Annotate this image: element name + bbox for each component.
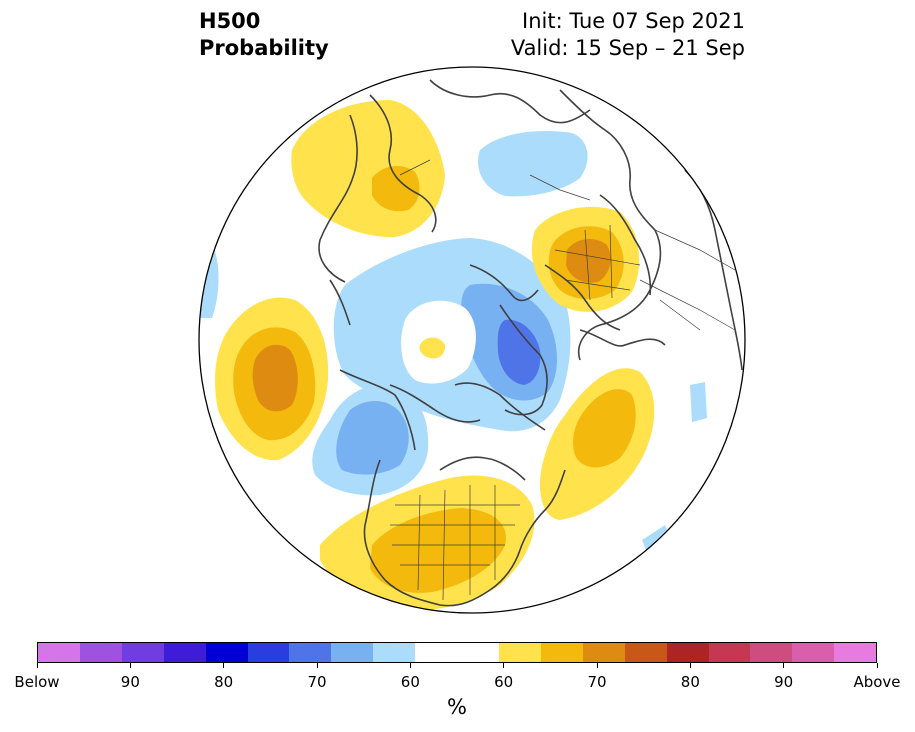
colorbar-cell	[331, 643, 374, 662]
colorbar-cell	[205, 643, 248, 662]
colorbar-cell	[540, 643, 583, 662]
colorbar-cell	[457, 643, 499, 662]
map-content	[199, 67, 745, 613]
colorbar-tick-label: 70	[587, 673, 607, 691]
map-title-left: H500 Probability	[199, 8, 329, 62]
colorbar-tick	[223, 663, 225, 668]
colorbar-cell	[750, 643, 793, 662]
colorbar	[37, 642, 877, 663]
product-label: Probability	[199, 36, 329, 60]
colorbar-tick-label: 60	[494, 673, 514, 691]
colorbar-tick	[316, 663, 318, 668]
anomaly-above-60-north-america	[370, 508, 506, 593]
colorbar-tick	[409, 663, 411, 668]
colorbar-cell	[289, 643, 332, 662]
valid-date-label: Valid: 15 Sep – 21 Sep	[510, 36, 745, 60]
colorbar-cell	[498, 643, 541, 662]
variable-label: H500	[199, 9, 261, 33]
colorbar-tick-label: Below	[14, 673, 60, 691]
colorbar-cell	[792, 643, 835, 662]
anomaly-above-60-alaska	[372, 166, 420, 212]
colorbar-cell	[373, 643, 416, 662]
colorbar-tick-label: 80	[214, 673, 234, 691]
anomaly-below-70-arctic	[497, 319, 541, 385]
colorbar-cell	[163, 643, 206, 662]
anomaly-above-60-atlantic	[573, 389, 636, 468]
anomaly-above-pole-spot	[419, 337, 446, 359]
colorbar-cell	[79, 643, 122, 662]
anomaly-below-east-edge	[690, 382, 707, 422]
anomaly-above-70-pacific	[252, 344, 298, 412]
colorbar-unit: %	[447, 695, 467, 719]
anomaly-above-70-europe	[566, 238, 611, 283]
colorbar-cell	[624, 643, 667, 662]
borders	[390, 159, 736, 601]
colorbar-tick-label: 70	[307, 673, 327, 691]
colorbar-tick	[129, 663, 131, 668]
colorbar-cell	[582, 643, 625, 662]
colorbar-cell	[666, 643, 709, 662]
colorbar-cell	[247, 643, 290, 662]
colorbar-tick-label: 60	[400, 673, 420, 691]
colorbar-tick-label: 90	[120, 673, 140, 691]
colorbar-cell	[38, 643, 80, 662]
colorbar-tick-label: 90	[774, 673, 794, 691]
colorbar-tick	[596, 663, 598, 668]
colorbar-tick	[876, 663, 878, 668]
colorbar-cell	[415, 643, 458, 662]
colorbar-tick	[503, 663, 505, 668]
init-date-label: Init: Tue 07 Sep 2021	[522, 9, 745, 33]
colorbar-tick	[783, 663, 785, 668]
colorbar-tick	[689, 663, 691, 668]
polar-map	[198, 66, 746, 614]
map-title-right: Init: Tue 07 Sep 2021 Valid: 15 Sep – 21…	[511, 8, 745, 62]
colorbar-tick-label: 80	[680, 673, 700, 691]
anomaly-below-60-pacific	[336, 401, 409, 475]
colorbar-tick-label: Above	[853, 673, 901, 691]
colorbar-cell	[121, 643, 164, 662]
colorbar-tick	[36, 663, 38, 668]
anomaly-below-siberia	[477, 131, 588, 197]
colorbar-cell	[834, 643, 877, 662]
colorbar-cell	[708, 643, 751, 662]
map-boundary	[198, 66, 746, 614]
